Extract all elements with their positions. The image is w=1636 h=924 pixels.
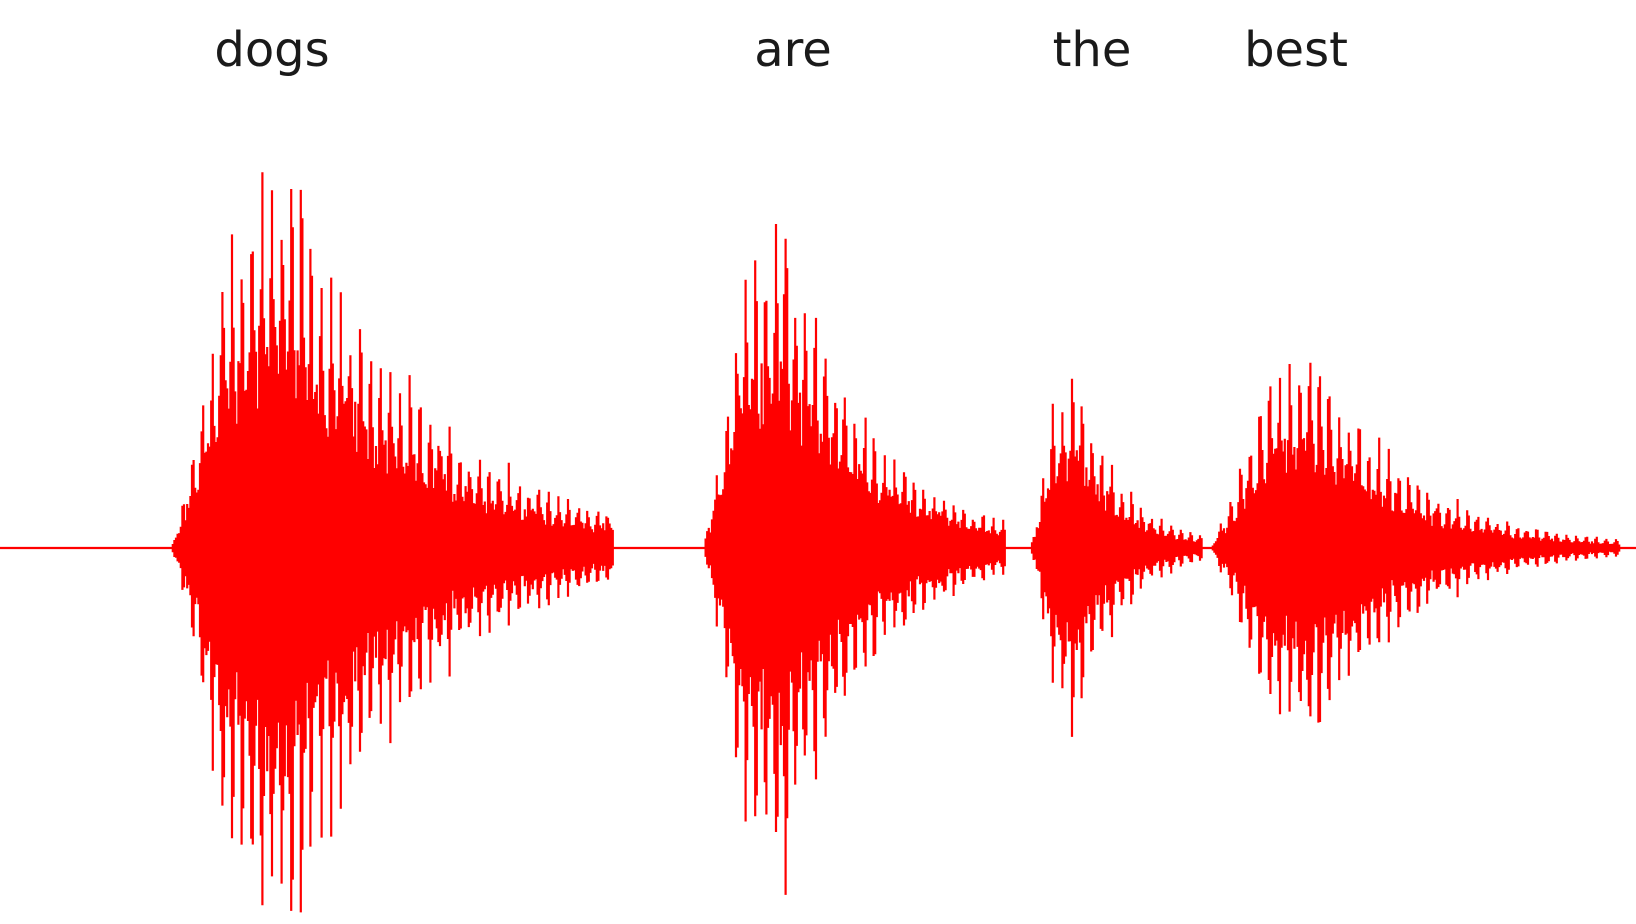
word-label-the: the [1053, 22, 1132, 78]
waveform-line [0, 172, 1636, 913]
word-labels: dogs are the best [214, 22, 1348, 78]
word-label-best: best [1244, 22, 1348, 78]
word-label-are: are [754, 22, 832, 78]
waveform-series [0, 172, 1636, 913]
word-label-dogs: dogs [214, 22, 329, 78]
